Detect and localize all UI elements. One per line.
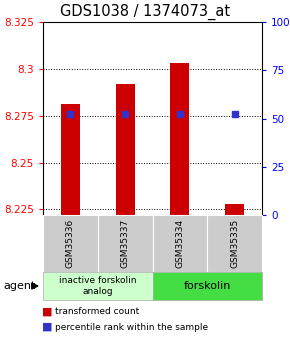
Text: forskolin: forskolin [184,281,231,291]
Text: GSM35337: GSM35337 [121,219,130,268]
Text: GSM35336: GSM35336 [66,219,75,268]
Bar [115,84,135,215]
Text: ■: ■ [42,322,52,332]
Text: transformed count: transformed count [55,307,139,316]
Text: GSM35334: GSM35334 [175,219,184,268]
Text: ■: ■ [42,307,52,317]
Bar [170,63,189,215]
Text: GSM35335: GSM35335 [230,219,239,268]
Bar [225,204,244,215]
Text: inactive forskolin
analog: inactive forskolin analog [59,276,137,296]
Text: agent: agent [3,281,35,291]
Text: GDS1038 / 1374073_at: GDS1038 / 1374073_at [60,4,230,20]
Text: percentile rank within the sample: percentile rank within the sample [55,323,208,332]
Bar [61,105,80,215]
